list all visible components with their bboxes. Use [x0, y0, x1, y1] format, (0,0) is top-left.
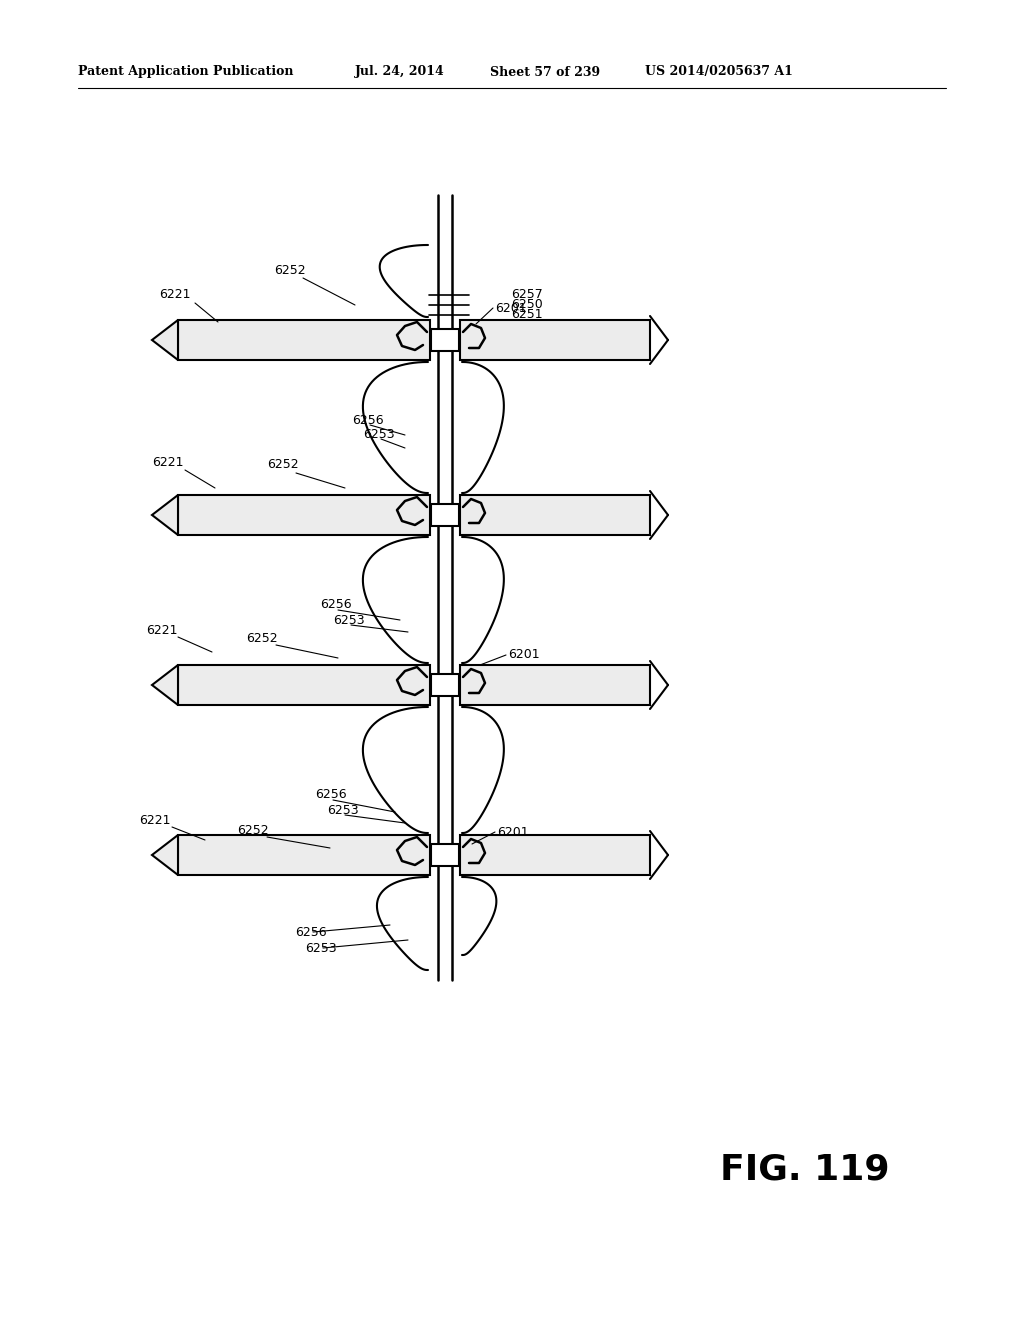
Polygon shape	[460, 495, 650, 535]
Text: 6252: 6252	[274, 264, 306, 276]
Text: Patent Application Publication: Patent Application Publication	[78, 66, 294, 78]
Text: 6201: 6201	[495, 301, 526, 314]
Text: 6256: 6256	[315, 788, 347, 801]
Polygon shape	[462, 876, 497, 954]
Polygon shape	[460, 836, 650, 875]
Text: 6253: 6253	[362, 428, 394, 441]
Polygon shape	[152, 495, 178, 535]
Polygon shape	[462, 362, 504, 492]
Polygon shape	[362, 708, 428, 833]
Polygon shape	[178, 836, 430, 875]
Bar	[431, 329, 459, 351]
Text: 6201: 6201	[508, 648, 540, 661]
Polygon shape	[380, 246, 428, 317]
Text: 6252: 6252	[267, 458, 299, 471]
Text: 6201: 6201	[497, 825, 528, 838]
Text: 6221: 6221	[146, 623, 178, 636]
Text: 6251: 6251	[511, 309, 543, 322]
Polygon shape	[178, 319, 430, 360]
Polygon shape	[152, 319, 178, 360]
Text: US 2014/0205637 A1: US 2014/0205637 A1	[645, 66, 793, 78]
Polygon shape	[362, 362, 428, 492]
Text: 6256: 6256	[352, 413, 384, 426]
Polygon shape	[377, 876, 428, 970]
Text: 6256: 6256	[319, 598, 351, 611]
Text: 6253: 6253	[305, 941, 337, 954]
Polygon shape	[462, 708, 504, 833]
Text: 6221: 6221	[153, 455, 183, 469]
Polygon shape	[178, 665, 430, 705]
Text: 6221: 6221	[160, 289, 190, 301]
Text: 6250: 6250	[511, 298, 543, 312]
Polygon shape	[362, 537, 428, 663]
Text: FIG. 119: FIG. 119	[720, 1152, 890, 1187]
Polygon shape	[460, 665, 650, 705]
Polygon shape	[462, 537, 504, 663]
Bar	[431, 675, 459, 696]
Polygon shape	[178, 495, 430, 535]
Text: Sheet 57 of 239: Sheet 57 of 239	[490, 66, 600, 78]
Bar	[431, 843, 459, 866]
Polygon shape	[152, 836, 178, 875]
Text: 6253: 6253	[327, 804, 358, 817]
Text: 6221: 6221	[139, 813, 171, 826]
Text: 6252: 6252	[246, 631, 278, 644]
Polygon shape	[152, 665, 178, 705]
Text: 6253: 6253	[333, 614, 365, 627]
Text: 6252: 6252	[238, 824, 269, 837]
Bar	[431, 504, 459, 525]
Text: Jul. 24, 2014: Jul. 24, 2014	[355, 66, 444, 78]
Polygon shape	[460, 319, 650, 360]
Text: 6257: 6257	[511, 289, 543, 301]
Text: 6256: 6256	[295, 925, 327, 939]
